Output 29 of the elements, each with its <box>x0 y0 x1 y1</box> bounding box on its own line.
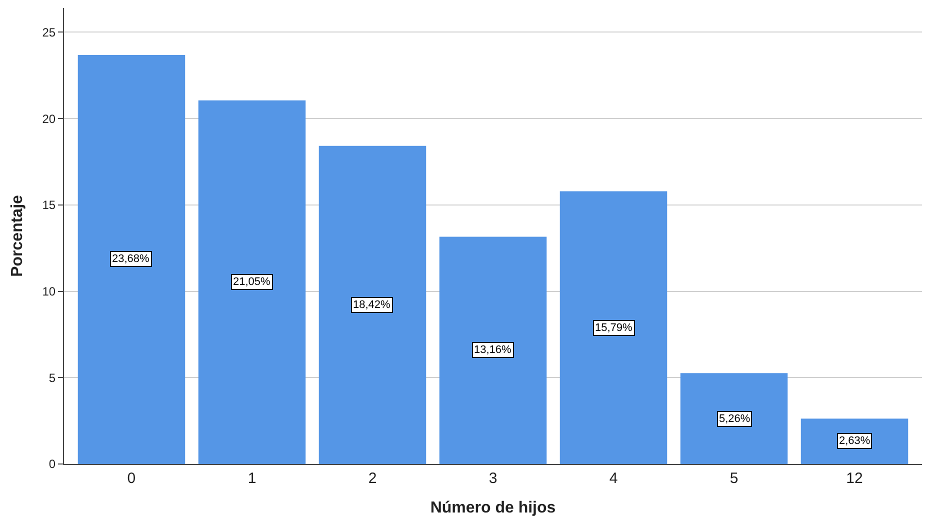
x-tick-label: 3 <box>488 470 498 487</box>
y-tick-label: 5 <box>48 370 56 385</box>
x-tick-label: 4 <box>609 470 618 487</box>
x-tick-label: 5 <box>730 470 738 487</box>
data-label: 2,63% <box>839 435 870 447</box>
y-tick-label: 25 <box>42 25 56 40</box>
bar <box>800 418 908 464</box>
y-axis-title: Porcentaje <box>9 194 26 277</box>
x-tick-label: 1 <box>248 470 256 487</box>
y-tick-label: 0 <box>48 457 56 472</box>
data-label: 13,16% <box>474 344 512 356</box>
x-axis-title: Número de hijos <box>430 500 556 517</box>
bar <box>680 373 788 464</box>
data-label: 5,26% <box>719 413 750 425</box>
x-tick-label: 12 <box>846 470 863 487</box>
data-label: 23,68% <box>112 253 150 265</box>
bar <box>318 146 426 464</box>
bar <box>560 191 668 464</box>
y-tick-label: 20 <box>42 112 56 126</box>
bar <box>78 54 186 464</box>
x-tick-label: 2 <box>368 470 377 487</box>
y-tick-label: 10 <box>42 284 56 298</box>
data-label: 15,79% <box>595 322 633 334</box>
data-label: 18,42% <box>353 299 391 311</box>
bar <box>198 100 306 464</box>
x-tick-label: 0 <box>127 470 136 487</box>
data-label: 21,05% <box>233 276 271 288</box>
y-tick-label: 15 <box>42 198 56 212</box>
bar <box>439 236 547 464</box>
